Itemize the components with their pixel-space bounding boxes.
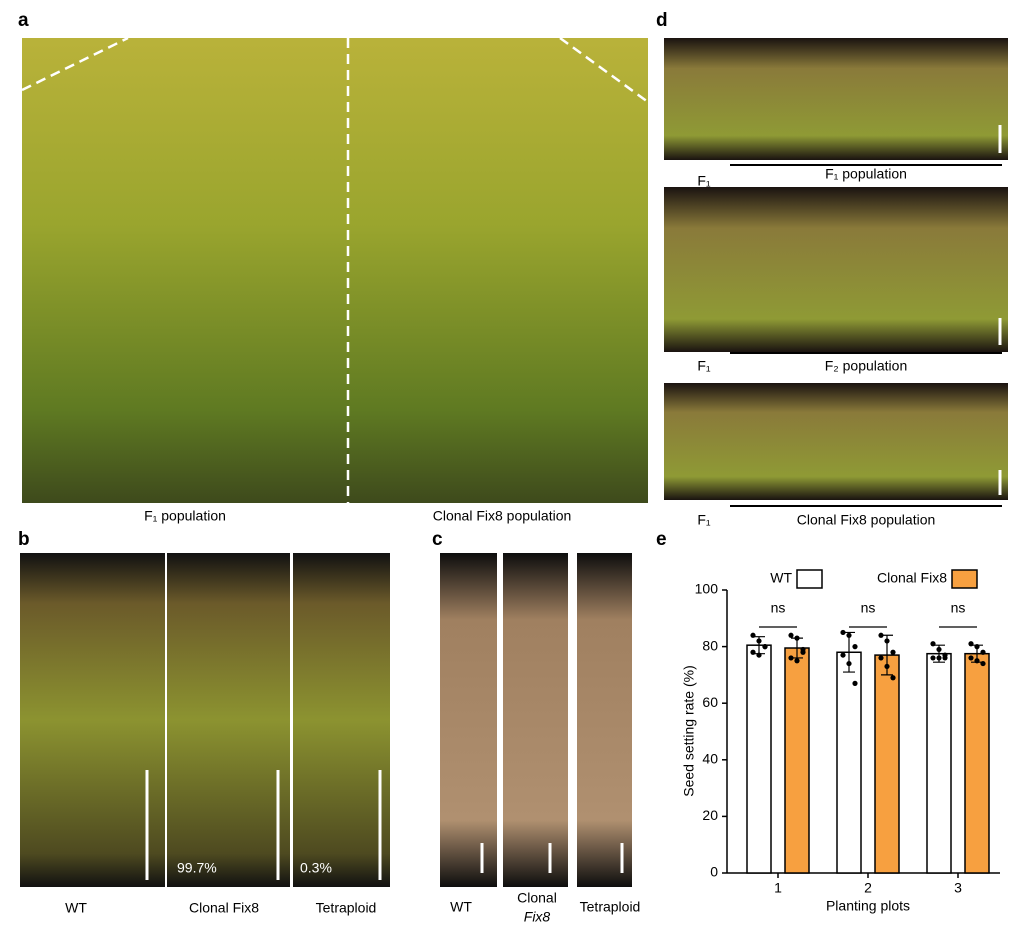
caption: F₁ (697, 358, 711, 374)
data-point (884, 638, 890, 644)
data-point (756, 638, 762, 644)
panel-label: e (656, 529, 667, 550)
caption: Clonal Fix8 (189, 900, 259, 916)
panel-label: b (18, 529, 30, 550)
data-point (942, 655, 948, 661)
data-point (980, 660, 986, 667)
bar (746, 644, 772, 874)
row-photo (664, 383, 1008, 500)
caption: Clonal Fix8 population (433, 508, 572, 524)
data-point (980, 649, 986, 655)
x-tick-label: 1 (774, 880, 782, 896)
y-tick-label: 20 (702, 807, 718, 823)
legend-label: WT (770, 570, 792, 586)
y-tick-label: 0 (710, 864, 718, 880)
bar (926, 652, 952, 874)
x-tick-label: 2 (864, 880, 872, 896)
data-point (878, 655, 884, 661)
data-point (936, 646, 942, 653)
data-point (974, 644, 980, 650)
bar (964, 652, 990, 874)
caption: F₁ population (144, 508, 226, 524)
data-point (890, 675, 896, 681)
percentage: 99.7% (177, 860, 217, 876)
divider (559, 36, 649, 104)
significance-label: ns (861, 600, 876, 616)
data-point (930, 655, 936, 661)
plant-photo (167, 553, 290, 887)
caption: F₁ (697, 173, 711, 189)
data-point (884, 663, 890, 670)
row-photo (664, 38, 1008, 160)
caption: Clonal (517, 890, 557, 906)
caption: Tetraploid (580, 899, 641, 915)
caption: Fix8 (524, 909, 551, 925)
caption: WT (450, 899, 472, 915)
data-point (750, 649, 756, 655)
panel-label: a (18, 10, 29, 31)
data-point (968, 655, 974, 661)
y-tick-label: 60 (702, 694, 718, 710)
percentage: 0.3% (300, 860, 332, 876)
data-point (788, 632, 794, 638)
panicle-photo (577, 553, 632, 887)
significance-label: ns (771, 600, 786, 616)
legend-swatch (796, 569, 823, 589)
field-photo (22, 38, 648, 503)
x-tick-label: 3 (954, 880, 962, 896)
legend-swatch (951, 569, 978, 589)
data-point (852, 680, 858, 686)
data-point (846, 632, 852, 638)
panicle-photo (440, 553, 497, 887)
row-photo (664, 187, 1008, 352)
divider (21, 36, 129, 92)
significance-label: ns (951, 600, 966, 616)
data-point (930, 641, 936, 647)
data-point (936, 655, 942, 661)
data-point (788, 655, 794, 661)
y-tick-label: 40 (702, 751, 718, 767)
bar (874, 654, 900, 874)
data-point (878, 632, 884, 638)
data-point (840, 629, 846, 636)
data-point (794, 635, 800, 641)
y-tick-label: 100 (695, 581, 719, 597)
x-axis-label: Planting plots (826, 898, 910, 914)
data-point (800, 649, 806, 655)
y-axis-label: Seed setting rate (%) (681, 665, 697, 797)
data-point (890, 649, 896, 655)
plant-photo (293, 553, 390, 887)
caption: Clonal Fix8 population (797, 512, 936, 528)
data-point (974, 658, 980, 664)
data-point (846, 660, 852, 667)
caption: Tetraploid (316, 900, 377, 916)
data-point (968, 641, 974, 647)
caption: WT (65, 900, 87, 916)
data-point (762, 644, 768, 650)
legend-label: Clonal Fix8 (877, 570, 947, 586)
caption: F₂ population (825, 358, 908, 374)
data-point (756, 652, 762, 658)
y-tick-label: 80 (702, 637, 718, 653)
panel-label: d (656, 10, 668, 31)
caption: F₁ (697, 512, 711, 528)
plant-photo (20, 553, 165, 887)
data-point (750, 632, 756, 638)
panicle-photo (503, 553, 568, 887)
panel-label: c (432, 529, 443, 550)
caption: F₁ population (825, 166, 907, 182)
bar (836, 651, 862, 874)
data-point (852, 644, 858, 650)
data-point (794, 658, 800, 664)
data-point (840, 652, 846, 658)
bar (784, 647, 810, 874)
